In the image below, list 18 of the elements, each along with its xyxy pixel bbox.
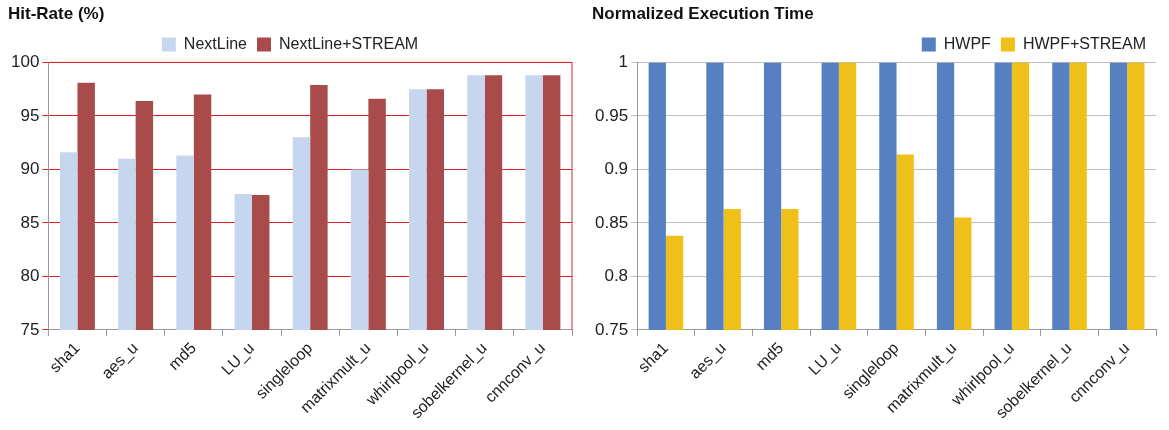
chart-title: Hit-Rate (%): [8, 3, 105, 23]
legend-label: HWPF: [943, 34, 992, 52]
y-tick-label: 85: [20, 212, 40, 232]
y-tick-label: 80: [20, 266, 40, 286]
y-tick-label: 100: [10, 52, 40, 72]
legend-label: NextLine: [183, 34, 248, 52]
y-tick-label: 0.8: [604, 266, 629, 286]
y-tick-label: 95: [20, 105, 40, 125]
y-tick-label: 0.9: [604, 159, 629, 179]
y-tick-label: 0.75: [594, 319, 629, 339]
y-tick-label: 90: [20, 159, 40, 179]
y-tick-label: 0.95: [594, 105, 629, 125]
chart-title: Normalized Execution Time: [592, 3, 814, 23]
y-tick-label: 0.85: [594, 212, 629, 232]
y-tick-label: 75: [20, 319, 40, 339]
legend-label: HWPF+STREAM: [1022, 34, 1147, 52]
legend-label: NextLine+STREAM: [278, 34, 419, 52]
y-tick-label: 1: [618, 52, 629, 72]
